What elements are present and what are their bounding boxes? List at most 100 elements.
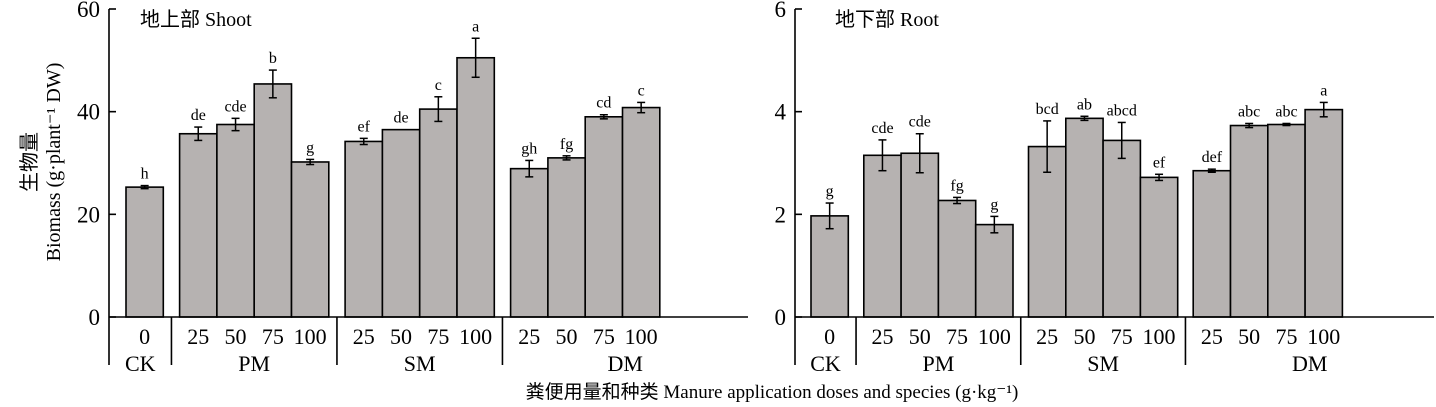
- dose-label: 100: [459, 324, 492, 349]
- bar: [216, 123, 255, 318]
- significance-letter: cd: [596, 95, 611, 112]
- significance-letter: cde: [909, 114, 931, 131]
- significance-letter: de: [393, 110, 408, 127]
- dose-label: 50: [1238, 324, 1260, 349]
- dose-label: 25: [1036, 324, 1058, 349]
- significance-letter: a: [472, 18, 479, 35]
- bar: [509, 167, 549, 318]
- dose-label: 75: [1111, 324, 1133, 349]
- y-axis-title-en: Biomass (g·plant⁻¹ DW): [43, 63, 65, 262]
- significance-letter: g: [990, 196, 998, 213]
- significance-letter: fg: [950, 177, 963, 194]
- dose-label: 0: [824, 324, 835, 349]
- group-label: PM: [923, 351, 955, 376]
- significance-letter: b: [269, 50, 277, 67]
- bar: [381, 128, 421, 318]
- bar: [862, 154, 902, 318]
- group-label: CK: [810, 351, 841, 376]
- bar: [547, 157, 587, 318]
- significance-letter: gh: [521, 140, 537, 157]
- bar: [1102, 139, 1142, 318]
- dose-label: 100: [625, 324, 658, 349]
- bar: [1139, 176, 1179, 318]
- dose-label: 50: [225, 324, 247, 349]
- dose-label: 100: [1307, 324, 1340, 349]
- y-tick-label: 20: [77, 202, 100, 227]
- group-label: PM: [238, 351, 270, 376]
- significance-letter: abc: [1275, 103, 1297, 120]
- bar: [974, 223, 1014, 318]
- dose-label: 75: [946, 324, 968, 349]
- dose-label: 25: [871, 324, 893, 349]
- significance-letter: ef: [358, 118, 371, 135]
- dose-label: 50: [909, 324, 931, 349]
- bar: [253, 83, 293, 318]
- significance-letter: g: [306, 139, 314, 156]
- y-axis-title-cn: 生物量: [18, 132, 41, 192]
- bar: [937, 199, 977, 318]
- y-tick-label: 4: [775, 100, 787, 125]
- y-tick-label: 2: [775, 202, 787, 227]
- root-panel: 地下部 Root g cde cde fg g bcd ab abcd ef def abc abc a 0…: [775, 0, 1434, 376]
- y-axis-title: 生物量 Biomass (g·plant⁻¹ DW): [18, 63, 65, 262]
- y-tick-label: 0: [89, 305, 101, 330]
- dose-label: 50: [556, 324, 578, 349]
- y-tick-label: 0: [775, 305, 787, 330]
- bar: [1267, 123, 1306, 318]
- significance-letter: a: [1320, 82, 1327, 99]
- significance-letter: h: [141, 166, 149, 183]
- y-tick-label: 60: [77, 0, 100, 22]
- significance-letter: abc: [1238, 103, 1260, 120]
- group-label: CK: [125, 351, 156, 376]
- dose-label: 25: [1201, 324, 1223, 349]
- bar: [1192, 169, 1232, 318]
- bar: [290, 161, 330, 318]
- group-label: SM: [1087, 351, 1119, 376]
- dose-label: 75: [593, 324, 615, 349]
- dose-label: 50: [390, 324, 412, 349]
- bar: [1065, 117, 1104, 318]
- bar: [1304, 108, 1344, 318]
- bar: [1229, 124, 1269, 318]
- dose-label: 75: [1275, 324, 1297, 349]
- bar: [810, 215, 850, 318]
- dose-label: 25: [518, 324, 540, 349]
- dose-label: 100: [978, 324, 1011, 349]
- dose-label: 50: [1073, 324, 1095, 349]
- dose-label: 100: [294, 324, 327, 349]
- group-label: DM: [1292, 351, 1327, 376]
- dose-label: 100: [1143, 324, 1176, 349]
- bar: [418, 108, 458, 318]
- bar: [621, 106, 661, 318]
- significance-letter: c: [435, 77, 442, 94]
- significance-letter: bcd: [1036, 101, 1059, 118]
- significance-letter: cde: [224, 98, 246, 115]
- bar: [178, 132, 218, 318]
- group-label: SM: [404, 351, 436, 376]
- significance-letter: fg: [560, 136, 573, 153]
- significance-letter: de: [191, 107, 206, 124]
- bar: [125, 186, 165, 318]
- significance-letter: ab: [1077, 96, 1092, 113]
- dose-label: 25: [187, 324, 209, 349]
- significance-letter: g: [826, 183, 834, 200]
- bar: [456, 56, 496, 318]
- panel-title: 地下部 Root: [835, 8, 939, 31]
- y-tick-label: 6: [775, 0, 787, 22]
- dose-label: 25: [353, 324, 375, 349]
- significance-letter: c: [638, 82, 645, 99]
- y-tick-label: 40: [77, 100, 100, 125]
- significance-letter: abcd: [1107, 102, 1137, 119]
- group-label: DM: [607, 351, 642, 376]
- bar: [344, 140, 384, 318]
- bar: [584, 116, 624, 318]
- panel-title: 地上部 Shoot: [140, 8, 252, 31]
- significance-letter: ef: [1153, 154, 1166, 171]
- significance-letter: cde: [871, 120, 893, 137]
- x-axis-title: 粪便用量和种类 Manure application doses and spe…: [526, 381, 1019, 403]
- significance-letter: def: [1202, 149, 1223, 166]
- dose-label: 75: [262, 324, 284, 349]
- dose-label: 75: [427, 324, 449, 349]
